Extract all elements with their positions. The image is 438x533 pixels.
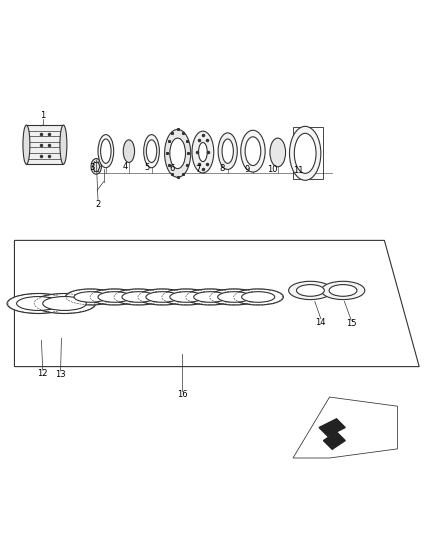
- Polygon shape: [293, 397, 397, 458]
- Ellipse shape: [137, 289, 187, 305]
- Ellipse shape: [23, 125, 30, 164]
- Ellipse shape: [294, 133, 316, 173]
- Polygon shape: [323, 432, 345, 449]
- FancyBboxPatch shape: [26, 125, 64, 164]
- Ellipse shape: [245, 137, 261, 166]
- Text: 7: 7: [195, 165, 201, 174]
- Ellipse shape: [194, 292, 227, 302]
- Text: 11: 11: [293, 166, 304, 175]
- Ellipse shape: [170, 138, 185, 168]
- Ellipse shape: [218, 292, 251, 302]
- Ellipse shape: [270, 138, 286, 167]
- Ellipse shape: [290, 126, 321, 180]
- Ellipse shape: [65, 289, 116, 305]
- Ellipse shape: [321, 281, 365, 300]
- Ellipse shape: [233, 289, 283, 305]
- Text: 15: 15: [346, 319, 357, 328]
- Ellipse shape: [192, 131, 214, 173]
- Ellipse shape: [297, 285, 324, 296]
- Ellipse shape: [329, 285, 357, 296]
- Text: 16: 16: [177, 390, 187, 399]
- Ellipse shape: [91, 158, 102, 174]
- Ellipse shape: [170, 292, 203, 302]
- Ellipse shape: [144, 135, 159, 168]
- Text: 8: 8: [220, 164, 225, 173]
- Text: 6: 6: [170, 164, 175, 173]
- Ellipse shape: [113, 289, 164, 305]
- Text: 1: 1: [40, 110, 46, 119]
- Ellipse shape: [198, 142, 207, 161]
- Ellipse shape: [289, 281, 332, 300]
- Ellipse shape: [241, 130, 265, 172]
- Ellipse shape: [146, 140, 157, 163]
- Ellipse shape: [218, 133, 237, 169]
- Ellipse shape: [161, 289, 212, 305]
- Ellipse shape: [122, 292, 155, 302]
- Text: 13: 13: [55, 370, 66, 379]
- Ellipse shape: [146, 292, 179, 302]
- Ellipse shape: [89, 289, 140, 305]
- Ellipse shape: [165, 130, 191, 177]
- Ellipse shape: [98, 292, 131, 302]
- Text: 4: 4: [123, 162, 128, 171]
- Polygon shape: [14, 240, 419, 367]
- Ellipse shape: [98, 135, 114, 168]
- Ellipse shape: [185, 289, 236, 305]
- Text: 12: 12: [38, 369, 48, 377]
- Ellipse shape: [74, 292, 107, 302]
- Ellipse shape: [60, 125, 67, 164]
- Ellipse shape: [101, 139, 111, 163]
- Ellipse shape: [242, 292, 275, 302]
- Ellipse shape: [43, 296, 86, 310]
- Ellipse shape: [222, 139, 233, 163]
- Text: 14: 14: [316, 318, 326, 327]
- Text: 5: 5: [145, 163, 150, 172]
- Polygon shape: [319, 419, 345, 436]
- Ellipse shape: [209, 289, 259, 305]
- Text: 10: 10: [267, 165, 277, 174]
- Text: 9: 9: [245, 165, 250, 174]
- Ellipse shape: [7, 294, 70, 313]
- Text: 3: 3: [89, 163, 95, 172]
- Ellipse shape: [123, 140, 134, 163]
- Ellipse shape: [33, 294, 96, 313]
- Ellipse shape: [17, 296, 60, 310]
- Text: 2: 2: [95, 200, 101, 209]
